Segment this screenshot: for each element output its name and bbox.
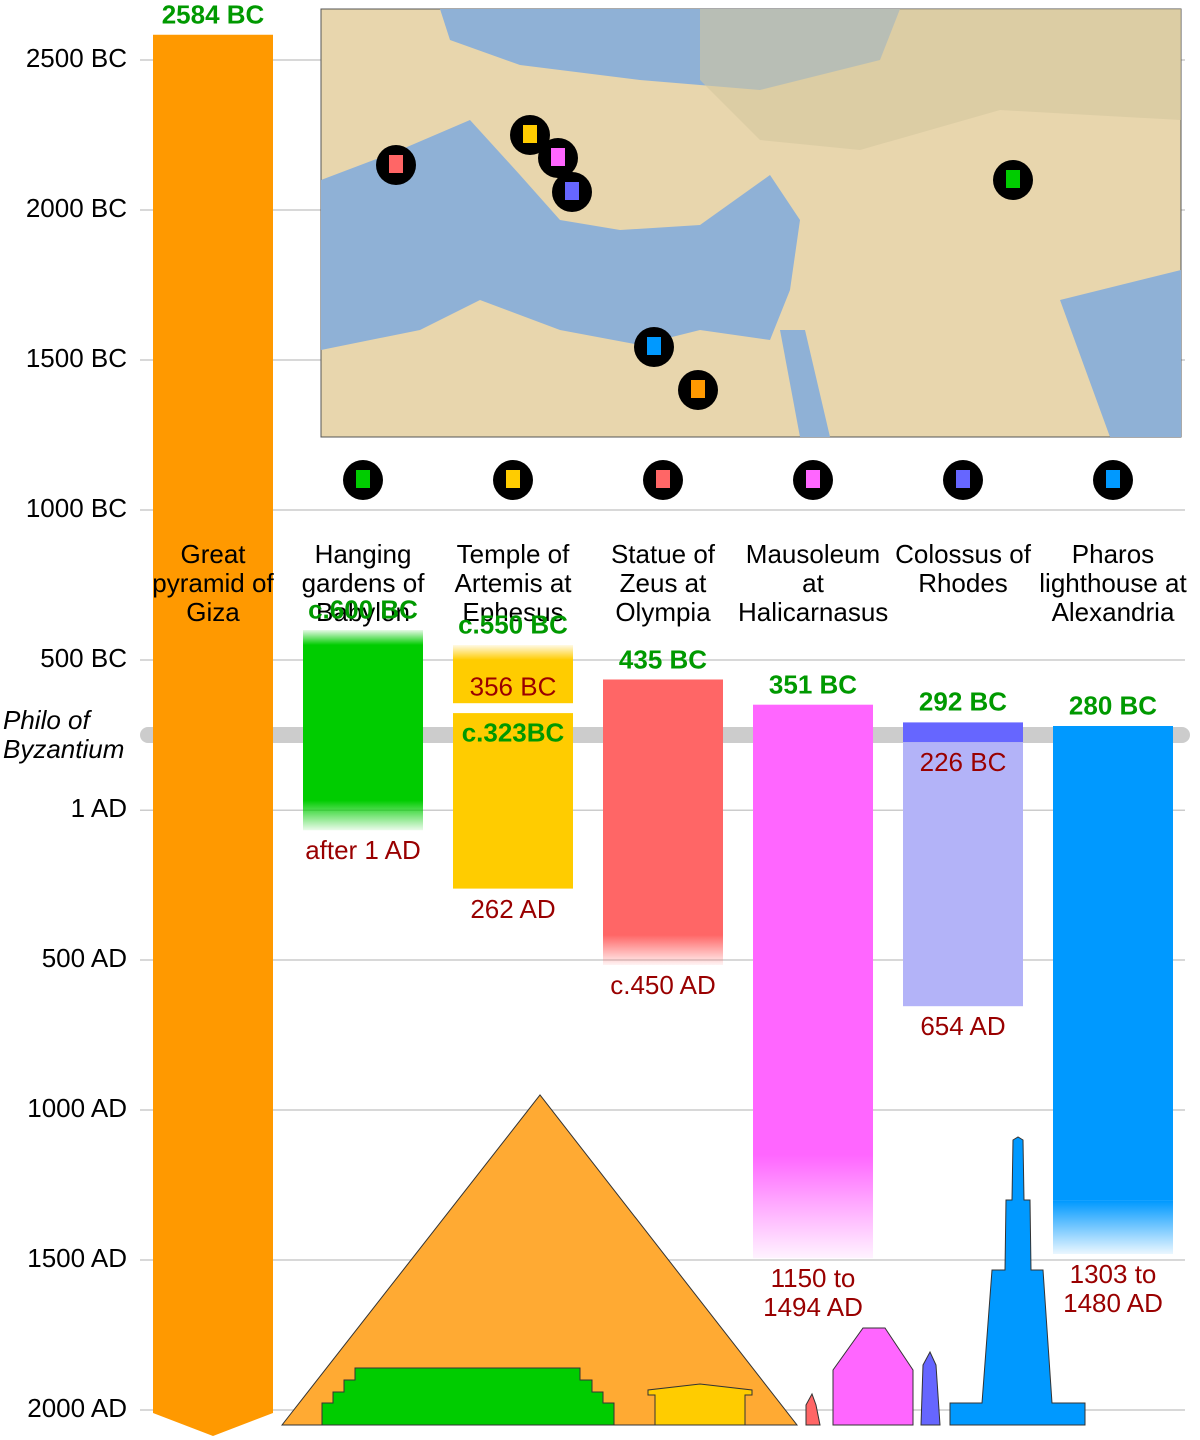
- map-icon-glyph: [691, 380, 705, 398]
- y-axis: 2500 BC 2000 BC 1500 BC 1000 BC 500 BC 1 AD 50…: [26, 43, 127, 1423]
- bar: [303, 630, 423, 831]
- wonder-name: Statue of Zeus at Olympia: [610, 539, 716, 627]
- silhouettes: [280, 1094, 1086, 1426]
- y-tick-label: 2500 BC: [26, 43, 127, 73]
- temple-silhouette: [647, 1383, 753, 1426]
- map-sea: [321, 120, 800, 350]
- start-label: 292 BC: [918, 686, 1008, 717]
- y-tick-label: 500 BC: [40, 643, 127, 673]
- gardens-silhouette: [321, 1367, 615, 1426]
- wonder-name: Great pyramid of Giza: [152, 539, 274, 627]
- start-label: 2584 BC: [161, 0, 265, 30]
- bar: [603, 679, 723, 965]
- start-label: 280 BC: [1068, 690, 1158, 721]
- start-label: c.323BC: [461, 717, 565, 748]
- bar: [753, 704, 873, 1155]
- reference-label: Philo of Byzantium: [3, 705, 125, 764]
- bar: [453, 645, 573, 704]
- y-tick-label: 500 AD: [42, 943, 127, 973]
- end-label: 226 BC: [919, 747, 1007, 778]
- colossus-silhouette: [920, 1350, 941, 1426]
- bar: [153, 34, 273, 1436]
- bar: [453, 713, 573, 889]
- legend-icon-glyph: [1106, 470, 1120, 488]
- map-highland: [700, 9, 1181, 150]
- end-label: 1150 to 1494 AD: [763, 1263, 863, 1323]
- start-label: c.600 BC: [308, 594, 418, 625]
- legend-icon-glyph: [356, 470, 370, 488]
- y-tick-label: 1000 BC: [26, 493, 127, 523]
- bar: [903, 722, 1023, 743]
- map-icon-glyph: [551, 148, 565, 166]
- map-icon-glyph: [565, 182, 579, 200]
- end-label: 262 AD: [470, 893, 556, 924]
- zeus-silhouette: [805, 1392, 821, 1426]
- map-sea: [1060, 270, 1181, 437]
- wonder-name: Hanging gardens of Babylon: [301, 539, 425, 627]
- bar-fade: [753, 1155, 873, 1259]
- bar: [1053, 726, 1173, 1201]
- wonder-name: Colossus of Rhodes: [895, 539, 1031, 598]
- wonder-name: Mausoleum at Halicarnasus: [738, 539, 889, 627]
- start-label: 435 BC: [618, 644, 708, 674]
- map-sea: [780, 330, 830, 437]
- end-label: 654 AD: [920, 1011, 1006, 1042]
- y-tick-label: 1 AD: [71, 793, 127, 823]
- wonder-name: Pharos lighthouse at Alexandria: [1039, 539, 1187, 627]
- map-icon-glyph: [523, 125, 537, 143]
- wonder-name: Temple of Artemis at Ephesus: [454, 539, 572, 627]
- y-tick-label: 2000 BC: [26, 193, 127, 223]
- map-icon-glyph: [1006, 170, 1020, 188]
- legend-icon-glyph: [956, 470, 970, 488]
- map-icon-glyph: [389, 155, 403, 173]
- start-label: 351 BC: [768, 669, 858, 700]
- end-label: 356 BC: [469, 671, 557, 702]
- y-tick-label: 1500 AD: [27, 1243, 127, 1273]
- end-label: after 1 AD: [305, 835, 421, 866]
- mausoleum-silhouette: [832, 1327, 914, 1426]
- legend-icon-glyph: [506, 470, 520, 488]
- bars: [153, 34, 1173, 1436]
- bar: [903, 742, 1023, 1007]
- end-label: 1303 to 1480 AD: [1063, 1259, 1163, 1318]
- end-label: c.450 AD: [610, 970, 716, 1000]
- y-tick-label: 1000 AD: [27, 1093, 127, 1123]
- start-label: c.550 BC: [458, 609, 568, 640]
- map: [320, 8, 1182, 438]
- y-tick-label: 2000 AD: [27, 1393, 127, 1423]
- legend-icon-glyph: [806, 470, 820, 488]
- legend-icon-glyph: [656, 470, 670, 488]
- bar-fade: [1053, 1200, 1173, 1254]
- map-icon-glyph: [647, 337, 661, 355]
- y-tick-label: 1500 BC: [26, 343, 127, 373]
- pharos-silhouette: [949, 1136, 1086, 1426]
